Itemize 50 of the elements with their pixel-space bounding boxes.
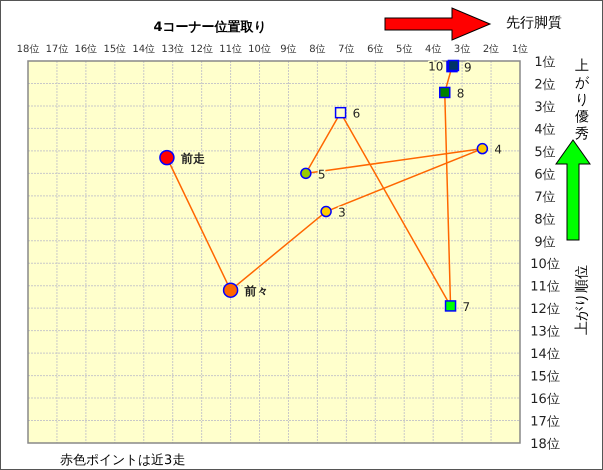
y-tick-label: 13位 [530, 324, 560, 340]
text: 上がり優秀 [575, 58, 590, 142]
x-tick-label: 16位 [74, 43, 98, 55]
y-tick-label: 12位 [530, 302, 560, 318]
x-tick-label: 3位 [454, 43, 470, 55]
y-tick-label: 17位 [530, 414, 560, 430]
x-tick-label: 18位 [16, 43, 40, 55]
y-tick-label: 9位 [534, 234, 556, 250]
x-tick-label: 2位 [482, 43, 500, 55]
y-tick-label: 3位 [534, 100, 556, 115]
x-tick-label: 11位 [219, 43, 242, 55]
x-tick-label: 4位 [424, 43, 442, 55]
x-tick-label: 12位 [190, 43, 214, 55]
series-label: 前々 [244, 284, 269, 298]
x-tick-label: 1位 [512, 43, 528, 55]
y-tick-label: 6位 [534, 167, 556, 182]
text: 赤色ポイントは近3走 [60, 453, 186, 468]
y-axis-title: 上がり順位 [574, 265, 590, 335]
series-label: 7 [462, 300, 470, 314]
y-tick-label: 18位 [530, 437, 560, 452]
series-label: 10 [428, 59, 444, 74]
series-label: 6 [352, 106, 360, 121]
y-tick-label: 8位 [534, 212, 556, 228]
y-tick-label: 11位 [530, 280, 560, 295]
x-tick-label: 6位 [367, 43, 384, 55]
x-tick-label: 5位 [396, 43, 412, 55]
x-axis-title: 4コーナー位置取り [153, 20, 267, 35]
x-tick-label: 15位 [103, 43, 126, 55]
x-tick-label: 8位 [309, 43, 326, 55]
x-tick-label: 17位 [46, 43, 68, 55]
x-tick-label: 9位 [280, 43, 297, 55]
y-tick-label: 5位 [534, 144, 556, 160]
series-label: 8 [456, 86, 464, 100]
series-label: 9 [464, 60, 472, 75]
y-tick-label: 4位 [534, 122, 556, 138]
x-tick-label: 7位 [338, 43, 355, 55]
y-tick-label: 15位 [530, 370, 560, 385]
y-tick-label: 14位 [530, 347, 560, 362]
y-tick-label: 2位 [534, 77, 556, 92]
y-tick-label: 16位 [530, 392, 560, 408]
series-label: 3 [338, 206, 346, 220]
y-tick-label: 7位 [534, 190, 556, 205]
x-tick-label: 13位 [161, 43, 184, 55]
y-tick-label: 1位 [534, 55, 556, 70]
text: 先行脚質 [506, 15, 562, 31]
x-tick-label: 14位 [132, 43, 156, 55]
y-tick-label: 10位 [530, 257, 560, 272]
x-tick-label: 10位 [248, 43, 271, 55]
series-label: 前走 [180, 152, 205, 166]
series-label: 4 [494, 142, 502, 157]
